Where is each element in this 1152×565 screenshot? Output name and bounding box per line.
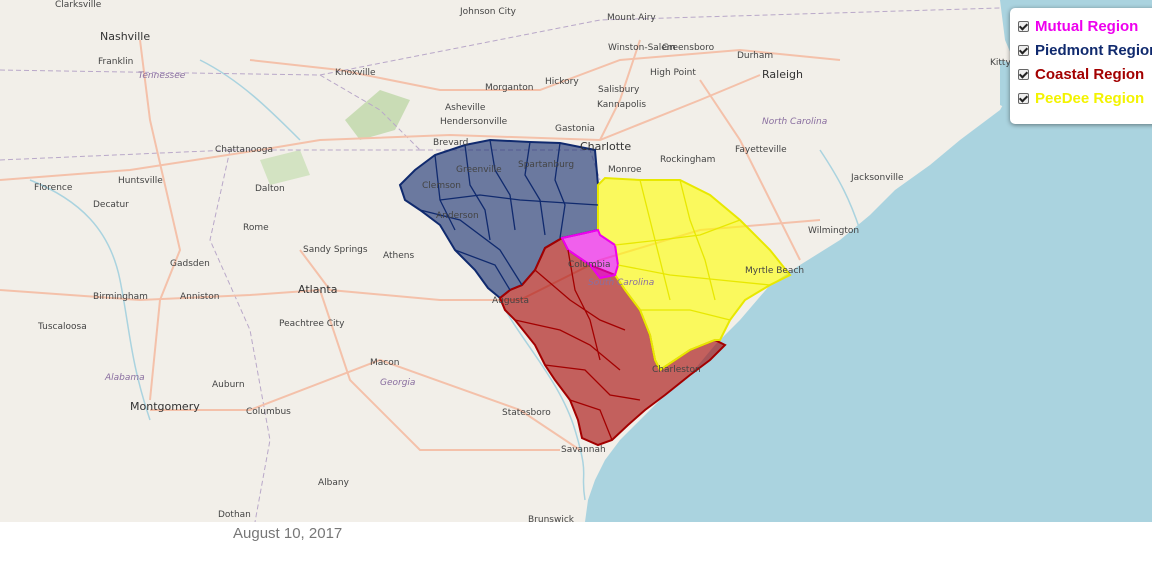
label-rome: Rome [243,223,269,233]
label-athens: Athens [383,251,414,261]
label-columbus: Columbus [246,407,291,417]
label-anniston: Anniston [180,292,220,302]
label-mount-airy: Mount Airy [607,13,656,23]
label-fayetteville: Fayetteville [735,145,787,155]
atlantic-ocean [585,0,1152,522]
label-gastonia: Gastonia [555,124,595,134]
label-gadsden: Gadsden [170,259,210,269]
label-clemson: Clemson [422,181,461,191]
checkbox[interactable] [1018,92,1029,104]
label-high-point: High Point [650,68,696,78]
label-kannapolis: Kannapolis [597,100,646,110]
label-chattanooga: Chattanooga [215,145,273,155]
label-greenville: Greenville [456,165,502,175]
label-albany: Albany [318,478,350,488]
label-nashville: Nashville [100,30,150,43]
label-augusta: Augusta [492,296,529,306]
label-jacksonville: Jacksonville [850,173,904,183]
coastal-county-lines [514,249,641,441]
label-dothan: Dothan [218,510,251,520]
peedee-county-lines [614,179,771,321]
label-morganton: Morganton [485,83,534,93]
layer-control[interactable]: Mutual Region Piedmont Region Coastal Re… [1010,8,1152,124]
label-birmingham: Birmingham [93,292,148,302]
label-macon: Macon [370,358,399,368]
label-decatur: Decatur [93,200,129,210]
label-savannah: Savannah [561,445,606,455]
label-clarksville: Clarksville [55,0,102,10]
label-north-carolina: North Carolina [762,117,827,127]
layer-toggle-mutual[interactable]: Mutual Region [1018,14,1152,38]
label-anderson: Anderson [436,211,479,221]
label-hickory: Hickory [545,77,579,87]
checkbox[interactable] [1018,20,1029,32]
label-salisbury: Salisbury [598,85,640,95]
label-atlanta: Atlanta [298,283,337,296]
label-wilmington: Wilmington [808,226,859,236]
label-winston-salem: Winston-Salem [608,43,676,53]
layer-label: Piedmont Region [1035,41,1152,59]
label-brunswick: Brunswick [528,515,575,522]
map[interactable]: Clarksville Johnson City Mount Airy Nash… [0,0,1152,522]
national-forest [345,90,410,140]
label-charleston: Charleston [652,365,701,375]
label-kitty: Kitty [990,58,1011,68]
label-hendersonville: Hendersonville [440,117,508,127]
label-raleigh: Raleigh [762,68,803,81]
label-tuscaloosa: Tuscaloosa [37,322,87,332]
national-forest [260,150,310,185]
checkbox[interactable] [1018,68,1029,80]
layer-toggle-coastal[interactable]: Coastal Region [1018,62,1152,86]
label-myrtle-beach: Myrtle Beach [745,266,804,276]
layer-label: Coastal Region [1035,65,1145,83]
label-dalton: Dalton [255,184,285,194]
label-asheville: Asheville [445,103,486,113]
layer-toggle-peedee[interactable]: PeeDee Region [1018,86,1152,110]
label-peachtree-city: Peachtree City [279,319,345,329]
map-container[interactable]: Clarksville Johnson City Mount Airy Nash… [0,0,1152,522]
label-charlotte: Charlotte [580,140,631,153]
label-florence-al: Florence [34,183,73,193]
label-georgia: Georgia [380,378,415,388]
label-brevard: Brevard [433,138,468,148]
checkbox[interactable] [1018,44,1029,56]
label-tennessee: Tennessee [138,71,186,81]
label-knoxville: Knoxville [335,68,376,78]
label-sandy-springs: Sandy Springs [303,245,368,255]
date-caption: August 10, 2017 [233,525,343,542]
label-columbia: Columbia [568,260,611,270]
label-huntsville: Huntsville [118,176,163,186]
label-monroe: Monroe [608,165,642,175]
label-spartanburg: Spartanburg [518,160,574,170]
label-rockingham: Rockingham [660,155,715,165]
label-durham: Durham [737,51,773,61]
layer-label: PeeDee Region [1035,89,1145,107]
label-south-carolina: South Carolina [588,278,654,288]
label-montgomery: Montgomery [130,400,200,413]
label-greensboro: Greensboro [662,43,715,53]
label-auburn: Auburn [212,380,245,390]
layer-toggle-piedmont[interactable]: Piedmont Region [1018,38,1152,62]
label-alabama: Alabama [104,373,145,383]
label-statesboro: Statesboro [502,408,551,418]
layer-label: Mutual Region [1035,17,1139,35]
label-franklin: Franklin [98,57,133,67]
place-labels: Clarksville Johnson City Mount Airy Nash… [34,0,1011,522]
piedmont-county-lines [419,139,599,291]
label-johnson-city: Johnson City [459,7,517,17]
rivers [29,59,861,501]
